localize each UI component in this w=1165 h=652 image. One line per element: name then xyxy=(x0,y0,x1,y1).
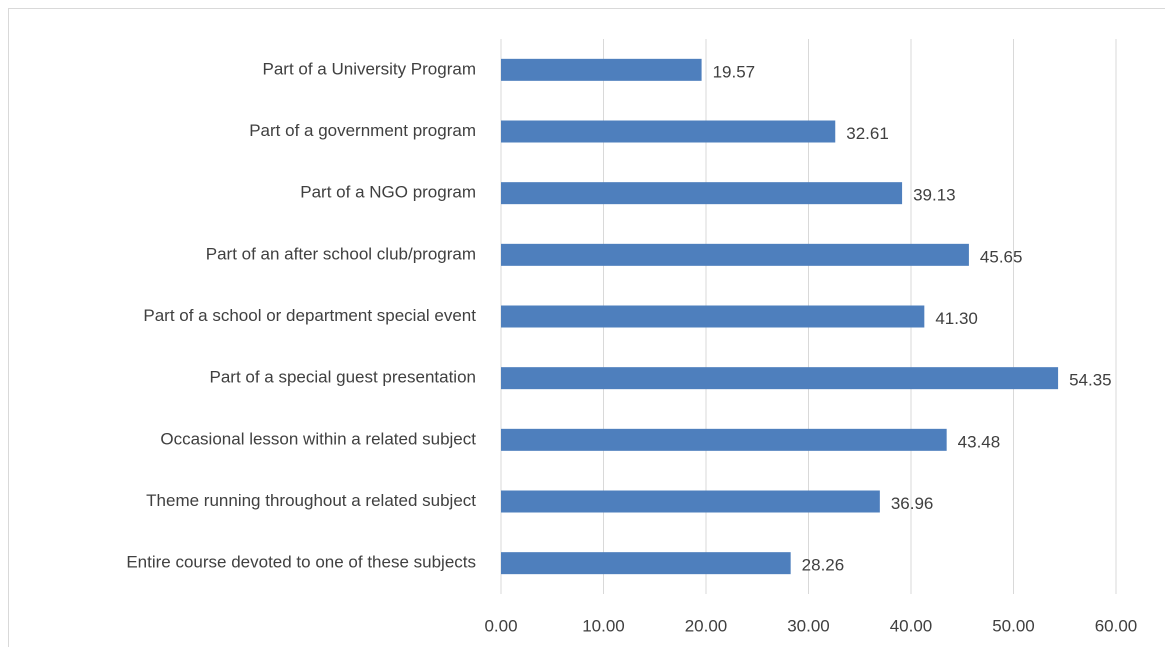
data-label: 28.26 xyxy=(802,556,845,575)
bar xyxy=(501,244,969,266)
x-tick-label: 30.00 xyxy=(787,616,830,635)
data-label: 41.30 xyxy=(935,309,978,328)
data-label: 45.65 xyxy=(980,247,1023,266)
x-tick-label: 40.00 xyxy=(890,616,933,635)
y-tick-label: Part of a NGO program xyxy=(300,183,476,202)
y-tick-label: Part of a University Program xyxy=(262,59,476,78)
bar xyxy=(501,182,902,204)
y-tick-label: Part of a government program xyxy=(249,121,476,140)
bar xyxy=(501,306,924,328)
bar xyxy=(501,121,835,143)
data-label: 32.61 xyxy=(846,124,889,143)
data-label: 39.13 xyxy=(913,186,956,205)
bar xyxy=(501,552,791,574)
y-tick-label: Occasional lesson within a related subje… xyxy=(160,429,476,448)
x-tick-label: 20.00 xyxy=(685,616,728,635)
data-label: 43.48 xyxy=(958,432,1001,451)
bar xyxy=(501,59,702,81)
data-label: 36.96 xyxy=(891,494,934,513)
x-tick-label: 60.00 xyxy=(1095,616,1138,635)
bar xyxy=(501,429,947,451)
y-tick-label: Part of a special guest presentation xyxy=(210,368,477,387)
bar xyxy=(501,491,880,513)
data-label: 19.57 xyxy=(713,62,756,81)
bar xyxy=(501,367,1058,389)
x-tick-label: 50.00 xyxy=(992,616,1035,635)
y-tick-label: Part of an after school club/program xyxy=(206,244,476,263)
x-tick-label: 10.00 xyxy=(582,616,625,635)
data-label: 54.35 xyxy=(1069,371,1112,390)
x-tick-label: 0.00 xyxy=(484,616,517,635)
y-tick-label: Part of a school or department special e… xyxy=(143,306,476,325)
y-tick-label: Entire course devoted to one of these su… xyxy=(126,553,476,572)
y-tick-label: Theme running throughout a related subje… xyxy=(146,491,476,510)
chart-border xyxy=(9,9,1165,648)
